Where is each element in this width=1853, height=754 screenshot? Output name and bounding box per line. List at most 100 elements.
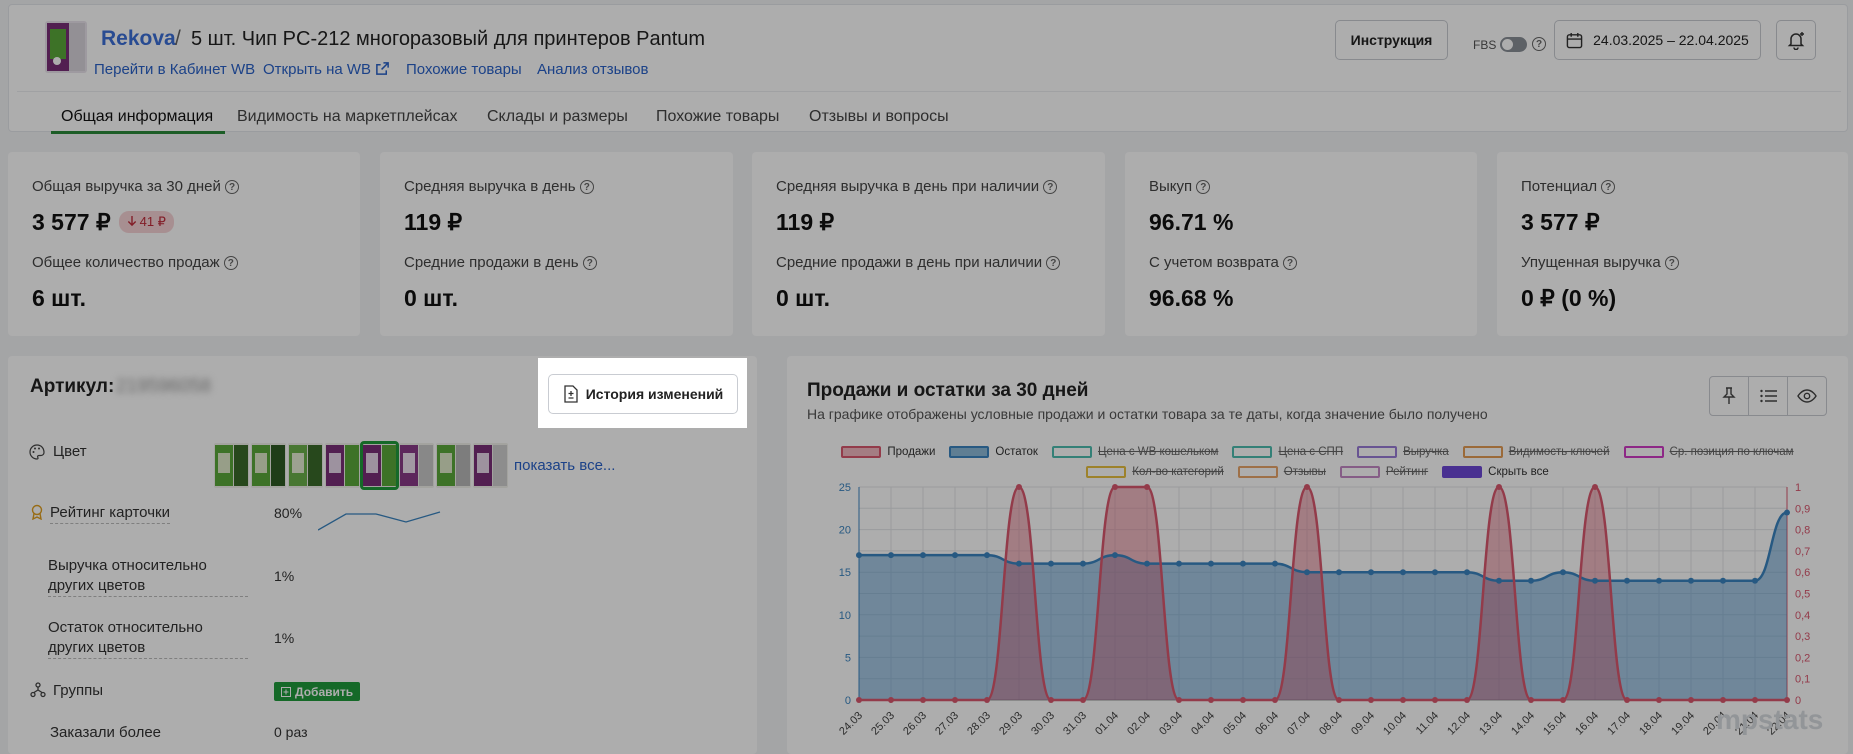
wb-cabinet-link[interactable]: Перейти в Кабинет WB	[94, 61, 256, 78]
product-thumbnail	[45, 21, 87, 73]
sales-point	[1144, 484, 1150, 490]
stat-value: 96.68 %	[1149, 285, 1234, 311]
open-wb-link-label: Открыть на WB	[263, 61, 372, 78]
sales-point	[1560, 697, 1566, 703]
chart-title: Продажи и остатки за 30 дней	[807, 380, 1089, 401]
review-analysis-link[interactable]: Анализ отзывов	[537, 61, 649, 78]
visibility-button[interactable]	[1787, 376, 1827, 416]
sales-point	[952, 697, 958, 703]
ordered-more-value: 0 раз	[274, 724, 308, 740]
brand-link[interactable]: Rekova	[101, 27, 176, 50]
similar-products-link[interactable]: Похожие товары	[406, 61, 522, 78]
stat-label: Упущенная выручка ?	[1521, 254, 1679, 271]
color-swatch[interactable]	[214, 443, 249, 488]
legend-item[interactable]: Кол-во категорий	[1086, 466, 1224, 478]
tab-similar-products[interactable]: Похожие товары	[656, 108, 780, 125]
article-number[interactable]: 219596058	[116, 376, 212, 397]
date-range-picker[interactable]: 24.03.2025 – 22.04.2025	[1554, 20, 1761, 60]
help-icon[interactable]: ?	[1283, 256, 1298, 271]
help-icon[interactable]: ?	[1043, 180, 1058, 195]
add-group-button[interactable]: Добавить	[274, 682, 361, 701]
notifications-button[interactable]	[1776, 20, 1816, 60]
help-icon[interactable]: ?	[579, 180, 594, 195]
revenue-other-colors-label[interactable]: Выручка относительно других цветов	[48, 556, 248, 597]
color-swatch[interactable]	[399, 443, 434, 488]
show-all-colors-link[interactable]: показать все...	[514, 457, 616, 474]
legend-item[interactable]: Продажи	[841, 446, 935, 458]
stat-label: С учетом возврата ?	[1149, 254, 1298, 271]
title-separator: /	[175, 27, 181, 50]
color-swatch[interactable]	[288, 443, 323, 488]
color-swatch-selected[interactable]	[360, 441, 399, 490]
pin-button[interactable]	[1709, 376, 1749, 416]
help-icon[interactable]: ?	[1196, 180, 1211, 195]
help-icon[interactable]: ?	[1601, 180, 1616, 195]
legend-item[interactable]: Цена с СПП	[1232, 446, 1343, 458]
x-tick-label: 29.03	[997, 710, 1025, 738]
help-icon[interactable]: ?	[1046, 256, 1061, 271]
legend-swatch	[1339, 466, 1380, 478]
fbs-toggle[interactable]	[1500, 37, 1527, 52]
sales-point	[888, 697, 894, 703]
document-diff-icon	[564, 385, 578, 403]
x-tick-label: 14.04	[1509, 710, 1537, 738]
sales-point	[1752, 697, 1758, 703]
stock-point	[1048, 560, 1054, 567]
sales-point	[1016, 484, 1022, 490]
legend-item[interactable]: Видимость ключей	[1462, 446, 1610, 458]
y-tick-right: 1	[1795, 482, 1801, 494]
y-tick-left: 0	[845, 695, 851, 707]
legend-item[interactable]: Рейтинг	[1339, 466, 1428, 478]
legend-item[interactable]: Остаток	[949, 446, 1038, 458]
stat-label: Средняя выручка в день ?	[404, 178, 594, 195]
stock-point	[1240, 560, 1246, 567]
color-swatch[interactable]	[251, 443, 286, 488]
stock-point	[856, 552, 862, 559]
tab-marketplace-visibility[interactable]: Видимость на маркетплейсах	[237, 108, 458, 125]
help-icon[interactable]: ?	[1664, 256, 1679, 271]
tab-reviews-questions[interactable]: Отзывы и вопросы	[809, 108, 949, 125]
help-icon[interactable]: ?	[223, 256, 238, 271]
add-group-label: Добавить	[295, 684, 354, 699]
x-tick-label: 01.04	[1093, 710, 1121, 738]
stat-card-potential: Потенциал ? 3 577 ₽ Упущенная выручка ? …	[1497, 152, 1848, 336]
stock-point	[1624, 577, 1630, 584]
legend-item[interactable]: Выручка	[1357, 446, 1449, 458]
legend-label: Цена с WB кошельком	[1097, 446, 1219, 458]
revenue-other-colors-value: 1%	[274, 568, 295, 584]
y-tick-left: 25	[839, 482, 851, 494]
x-tick-label: 09.04	[1349, 710, 1377, 738]
x-tick-label: 06.04	[1253, 710, 1281, 738]
legend-item[interactable]: Отзывы	[1237, 466, 1326, 478]
legend-item[interactable]: Скрыть все	[1442, 466, 1549, 478]
x-tick-label: 12.04	[1445, 710, 1473, 738]
color-swatch[interactable]	[436, 443, 471, 488]
legend-item[interactable]: Ср. позиция по ключам	[1623, 446, 1794, 458]
tab-warehouses-sizes[interactable]: Склады и размеры	[487, 108, 628, 125]
card-rating-label[interactable]: Рейтинг карточки	[50, 503, 170, 524]
palette-icon	[29, 444, 45, 460]
fbs-help-icon[interactable]: ?	[1532, 37, 1546, 51]
groups-label: Группы	[53, 682, 103, 699]
color-swatch[interactable]	[473, 443, 508, 488]
stock-other-colors-label[interactable]: Остаток относительно других цветов	[48, 618, 248, 659]
x-tick-label: 04.04	[1189, 710, 1217, 738]
open-wb-link[interactable]: Открыть на WB	[263, 61, 390, 78]
legend-swatch	[1086, 466, 1127, 478]
stock-point	[1432, 569, 1438, 576]
stock-other-colors-value: 1%	[274, 630, 295, 646]
y-tick-left: 5	[845, 652, 851, 664]
y-tick-right: 0,9	[1795, 503, 1810, 515]
help-icon[interactable]: ?	[225, 180, 240, 195]
help-icon[interactable]: ?	[582, 256, 597, 271]
x-tick-label: 24.03	[837, 710, 865, 738]
stock-point	[1080, 560, 1086, 567]
instruction-button[interactable]: Инструкция	[1335, 20, 1448, 60]
tab-general-info[interactable]: Общая информация	[61, 108, 214, 125]
stock-point	[1656, 577, 1662, 584]
change-history-button[interactable]: История изменений	[548, 374, 738, 414]
color-swatch[interactable]	[325, 443, 360, 488]
x-tick-label: 19.04	[1669, 710, 1697, 738]
legend-item[interactable]: Цена с WB кошельком	[1051, 446, 1219, 458]
eye-icon	[1797, 389, 1817, 403]
